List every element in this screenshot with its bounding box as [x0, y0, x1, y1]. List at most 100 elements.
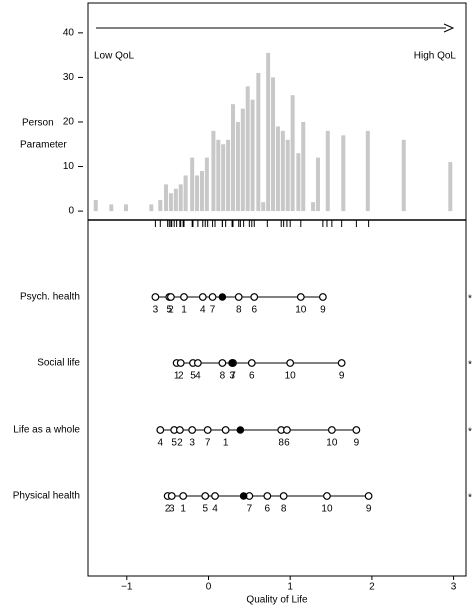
threshold-label: 1 [223, 438, 229, 449]
threshold [296, 293, 305, 301]
threshold-label: 10 [326, 438, 338, 449]
threshold [176, 426, 184, 434]
person-bar [190, 157, 195, 212]
item-name: Psych. health [20, 292, 80, 303]
person-bar [158, 199, 163, 212]
person-bar [235, 121, 240, 212]
threshold [180, 293, 188, 301]
item-name: Physical health [13, 491, 80, 502]
threshold-label: 5 [202, 504, 208, 515]
person-bar [271, 77, 276, 212]
person-bar [261, 202, 266, 212]
item-location [239, 492, 248, 500]
threshold-label: 10 [295, 305, 307, 316]
person-bar [275, 126, 280, 212]
person-bar [221, 144, 226, 212]
item-flag: * [468, 360, 472, 371]
threshold [201, 492, 210, 500]
threshold-label: 9 [366, 504, 372, 515]
threshold [221, 426, 230, 434]
threshold-label: 3 [229, 371, 235, 382]
threshold-label: 3 [153, 305, 159, 316]
threshold-label: 8 [281, 504, 287, 515]
person-bar [149, 204, 154, 212]
threshold-label: 7 [205, 438, 211, 449]
person-bar [325, 130, 330, 212]
y-tick-label: 10 [63, 161, 75, 172]
person-bar [211, 130, 216, 212]
threshold-label: 5 [190, 371, 196, 382]
person-bar [231, 104, 236, 212]
x-tick-label: 1 [287, 582, 293, 593]
y-tick-label: 0 [68, 206, 74, 217]
x-tick-label: 2 [369, 582, 375, 593]
x-tick-label: −1 [121, 582, 133, 593]
person-bar [280, 130, 285, 212]
person-bar [109, 204, 114, 212]
person-bar [240, 108, 245, 212]
threshold [263, 492, 272, 500]
threshold-label: 6 [284, 438, 290, 449]
person-bar [250, 99, 255, 212]
threshold [247, 359, 256, 367]
threshold [352, 426, 361, 434]
y-axis-label: Person [22, 118, 54, 129]
threshold [151, 293, 160, 301]
item-flag: * [468, 294, 472, 305]
x-axis-label: Quality of Life [246, 595, 308, 606]
threshold-label: 8 [220, 371, 226, 382]
threshold [167, 293, 175, 301]
x-tick-label: 0 [206, 582, 212, 593]
threshold-label: 4 [200, 305, 206, 316]
person-bar [311, 202, 316, 212]
threshold-label: 8 [236, 305, 242, 316]
threshold-label: 1 [180, 504, 186, 515]
threshold-label: 4 [195, 371, 201, 382]
threshold-label: 2 [165, 504, 171, 515]
threshold [364, 492, 373, 500]
person-bar [256, 72, 261, 212]
item-location [228, 359, 236, 367]
threshold-label: 5 [171, 438, 177, 449]
threshold-label: 5 [167, 305, 173, 316]
person-bar [296, 153, 301, 212]
person-bar [365, 130, 370, 212]
arrow-left-label: Low QoL [94, 51, 134, 62]
threshold-label: 2 [177, 438, 183, 449]
person-bar [168, 193, 173, 212]
threshold-label: 2 [168, 305, 174, 316]
threshold-label: 10 [285, 371, 297, 382]
y-tick-label: 20 [63, 117, 75, 128]
threshold-label: 10 [321, 504, 333, 515]
threshold [283, 426, 291, 434]
threshold [179, 492, 188, 500]
threshold [198, 293, 207, 301]
threshold-label: 4 [158, 438, 164, 449]
threshold [286, 359, 295, 367]
threshold [250, 293, 259, 301]
threshold-label: 7 [230, 371, 236, 382]
item-name: Life as a whole [13, 425, 80, 436]
y-axis-label: Parameter [20, 140, 67, 151]
item-location [218, 293, 227, 301]
person-bar [183, 175, 188, 212]
threshold-label: 1 [181, 305, 187, 316]
person-bar [401, 139, 406, 212]
threshold [208, 293, 217, 301]
item-flag: * [468, 427, 472, 438]
threshold-label: 7 [210, 305, 216, 316]
threshold-label: 9 [354, 438, 360, 449]
person-bar [315, 157, 320, 212]
threshold-label: 2 [178, 371, 184, 382]
person-bar [195, 175, 200, 212]
x-tick-label: 3 [451, 582, 457, 593]
threshold-label: 6 [251, 305, 257, 316]
threshold [211, 492, 219, 500]
item-location [236, 426, 245, 434]
threshold [188, 426, 197, 434]
threshold-label: 1 [174, 371, 180, 382]
person-bar [448, 162, 453, 212]
threshold-label: 8 [278, 438, 284, 449]
person-bar [216, 139, 221, 212]
